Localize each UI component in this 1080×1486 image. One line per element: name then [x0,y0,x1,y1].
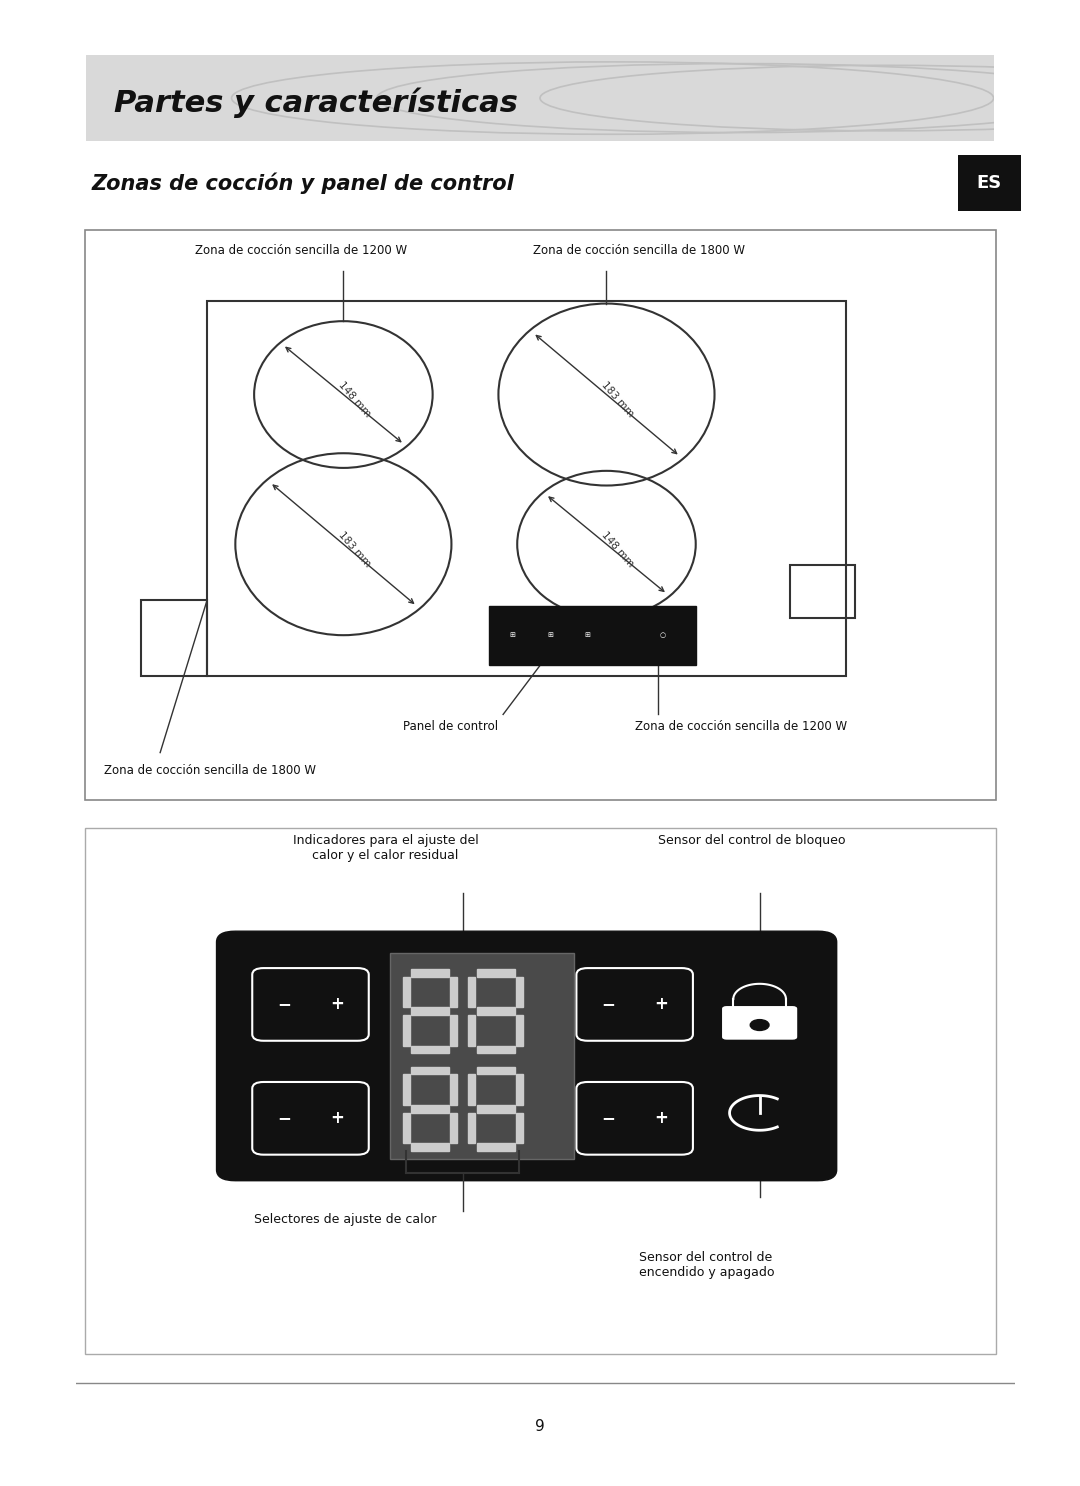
Bar [141,600,207,676]
Bar [410,1106,449,1113]
Text: Zona de cocción sencilla de 1800 W: Zona de cocción sencilla de 1800 W [104,764,315,777]
FancyBboxPatch shape [577,967,693,1040]
Bar [410,1067,449,1074]
Text: Sensor del control de bloqueo: Sensor del control de bloqueo [658,834,846,847]
Text: Partes y características: Partes y características [113,88,517,117]
Bar [403,1015,409,1046]
Bar [789,565,855,618]
Text: −: − [602,996,616,1013]
Text: Zonas de cocción y panel de control: Zonas de cocción y panel de control [92,172,514,193]
Text: Sensor del control de
encendido y apagado: Sensor del control de encendido y apagad… [639,1251,774,1279]
Text: ⊞: ⊞ [548,632,553,637]
Text: −: − [602,1110,616,1128]
Bar [516,1113,523,1143]
Bar [476,1106,515,1113]
FancyBboxPatch shape [253,967,368,1040]
Text: ES: ES [976,174,1002,192]
Text: Zona de cocción sencilla de 1200 W: Zona de cocción sencilla de 1200 W [195,244,407,257]
FancyBboxPatch shape [723,1006,797,1040]
Text: 183 mm: 183 mm [337,529,373,569]
Bar [410,1046,449,1054]
FancyBboxPatch shape [217,932,837,1181]
Circle shape [751,1019,769,1030]
Bar [476,1143,515,1150]
Text: 9: 9 [535,1419,545,1434]
Text: +: + [329,996,343,1013]
Bar [489,606,696,664]
Bar [476,1067,515,1074]
Text: +: + [654,996,667,1013]
Text: ○: ○ [660,632,666,637]
Text: ⊞: ⊞ [584,632,591,637]
Text: 148 mm: 148 mm [599,529,636,569]
Text: 183 mm: 183 mm [599,379,636,419]
Bar [207,300,846,676]
Bar [410,1143,449,1150]
Bar [516,1074,523,1106]
Bar [469,1015,475,1046]
Bar [469,976,475,1008]
Text: +: + [654,1110,667,1128]
Bar [403,1113,409,1143]
Bar [450,1074,457,1106]
Bar [469,1074,475,1106]
Bar [450,1113,457,1143]
Text: +: + [329,1110,343,1128]
Bar [390,953,573,1159]
Text: Indicadores para el ajuste del
calor y el calor residual: Indicadores para el ajuste del calor y e… [293,834,478,862]
FancyBboxPatch shape [577,1082,693,1155]
Text: Zona de cocción sencilla de 1800 W: Zona de cocción sencilla de 1800 W [534,244,745,257]
Bar [476,1046,515,1054]
Text: ⊞: ⊞ [510,632,515,637]
Bar [410,969,449,976]
Text: −: − [278,1110,292,1128]
FancyBboxPatch shape [253,1082,368,1155]
Bar [450,976,457,1008]
Bar [403,976,409,1008]
Text: Zona de cocción sencilla de 1200 W: Zona de cocción sencilla de 1200 W [635,721,847,733]
Bar [450,1015,457,1046]
Text: −: − [278,996,292,1013]
Bar [516,976,523,1008]
Bar [469,1113,475,1143]
Bar [410,1008,449,1015]
Bar [476,1008,515,1015]
Bar [403,1074,409,1106]
Bar [476,969,515,976]
Text: 148 mm: 148 mm [337,379,373,419]
Text: Selectores de ajuste de calor: Selectores de ajuste de calor [254,1213,436,1226]
Text: Panel de control: Panel de control [403,721,499,733]
Bar [516,1015,523,1046]
